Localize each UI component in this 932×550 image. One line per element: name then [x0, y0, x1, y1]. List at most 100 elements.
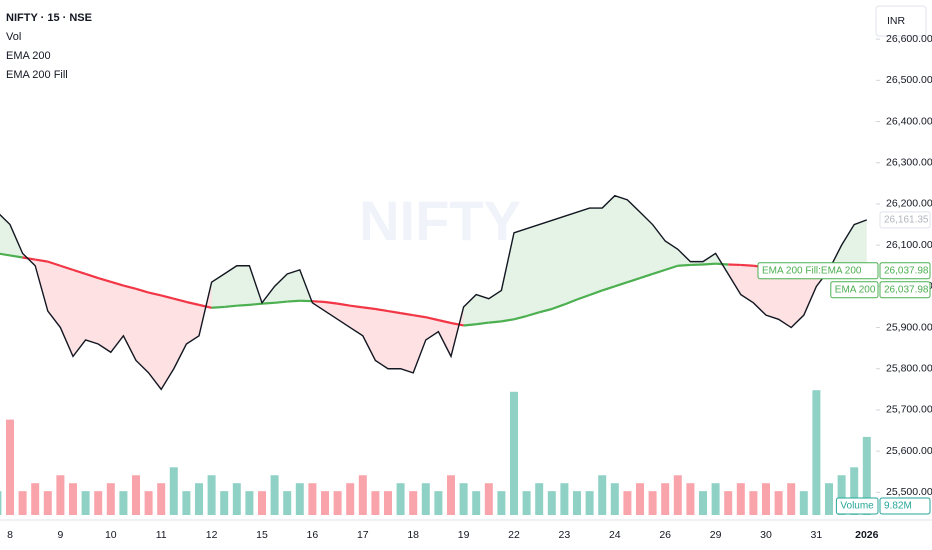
ema-line — [9, 254, 23, 259]
ema-fill — [501, 232, 514, 322]
volume-bar — [837, 475, 846, 515]
ema-fill — [766, 267, 779, 320]
ema-line — [538, 307, 553, 314]
volume-bar — [333, 491, 342, 515]
ema-fill — [350, 305, 363, 336]
ema-fill — [841, 224, 855, 274]
ema-line — [224, 304, 237, 309]
plot-area — [0, 194, 871, 515]
ema-fill — [539, 220, 552, 313]
volume-bar — [648, 491, 657, 515]
ema-fill — [665, 241, 678, 270]
volume-bar — [749, 491, 758, 515]
volume-bar — [699, 491, 707, 515]
symbol-title[interactable]: NIFTY · 15 · NSE — [6, 12, 92, 24]
legend-ema[interactable]: EMA 200 — [6, 50, 51, 62]
volume-bar — [132, 475, 140, 515]
ema-fill — [325, 301, 338, 320]
ema-fill — [98, 278, 111, 353]
ema-line — [312, 300, 326, 304]
ema-fill — [211, 273, 225, 308]
price-tag-value-box — [879, 211, 931, 229]
ema-fill — [362, 307, 376, 361]
ema-fill — [173, 298, 187, 369]
currency[interactable]: INR — [887, 15, 906, 27]
volume-bar — [711, 483, 720, 515]
ema-line — [463, 323, 477, 327]
ema-fill — [186, 301, 199, 345]
volume-tag-value: 9.82M — [884, 501, 912, 512]
volume-bar — [31, 483, 40, 515]
volume-bar — [610, 483, 619, 515]
volume-bar — [18, 491, 27, 515]
ema-fill — [526, 224, 540, 317]
x-tick-label: 24 — [609, 529, 621, 541]
ema-fill — [73, 269, 86, 357]
volume-bar — [119, 491, 128, 515]
ema-line — [400, 312, 414, 317]
ema-fill — [413, 315, 426, 373]
legend-ema-fill[interactable]: EMA 200 Fill — [6, 69, 68, 81]
volume-bar — [207, 475, 216, 515]
ema-line — [501, 318, 515, 323]
ema-line — [0, 252, 11, 257]
ema-fill — [640, 212, 653, 279]
volume-bar — [636, 483, 644, 515]
volume-bar — [560, 483, 569, 515]
volume-bar — [673, 475, 682, 515]
volume-bar — [862, 436, 871, 515]
x-tick-label: 11 — [156, 529, 167, 541]
volume-bar — [245, 491, 254, 515]
volume-bar — [283, 491, 292, 515]
volume-bar — [434, 491, 443, 515]
volume-bar — [144, 491, 153, 515]
volume-bar — [774, 491, 783, 515]
ema-line — [488, 320, 502, 324]
volume-bar — [0, 491, 2, 515]
ema-line — [97, 277, 112, 283]
ema-fill — [602, 195, 615, 291]
volume-bar — [384, 491, 392, 515]
ema-line — [186, 300, 200, 306]
ema-line — [261, 301, 275, 305]
volume-bar — [396, 483, 405, 515]
ema-line — [627, 277, 641, 284]
fill-tag-value-box — [879, 262, 931, 280]
volume-bar — [258, 491, 266, 515]
x-tick-label: 9 — [57, 529, 63, 541]
currency-box[interactable] — [875, 5, 927, 37]
volume-bar — [522, 491, 531, 515]
x-tick-label: 17 — [357, 529, 369, 541]
ema-tag-name: EMA 200 — [835, 284, 876, 295]
ema-fill — [514, 228, 527, 320]
y-tick-label: 25,800.00 — [886, 363, 932, 375]
volume-bar — [598, 475, 607, 515]
ema-fill — [110, 281, 124, 353]
x-tick-label: 16 — [307, 529, 319, 541]
ema-fill — [400, 313, 414, 373]
ema-tag-box — [830, 281, 879, 299]
ema-line — [47, 260, 61, 267]
volume-bar — [182, 491, 191, 515]
ema-line — [425, 316, 439, 322]
ema-line — [476, 321, 489, 326]
volume-bar — [43, 491, 52, 515]
volume-bar — [510, 391, 518, 515]
legend-volume[interactable]: Vol — [6, 31, 21, 43]
volume-bar — [497, 491, 506, 515]
volume-bar — [295, 483, 304, 515]
ema-line — [601, 285, 616, 292]
ema-fill — [438, 320, 451, 357]
ema-line — [160, 294, 175, 300]
ema-line — [173, 297, 187, 304]
ema-line — [702, 262, 716, 266]
volume-bar — [232, 483, 241, 515]
volume-bar — [573, 491, 581, 515]
x-tick-label: 18 — [407, 529, 419, 541]
x-tick-label: 19 — [458, 529, 470, 541]
volume-bar — [459, 483, 468, 515]
ema-line — [589, 289, 603, 297]
ema-fill — [488, 290, 502, 323]
volume-bar — [623, 491, 632, 515]
